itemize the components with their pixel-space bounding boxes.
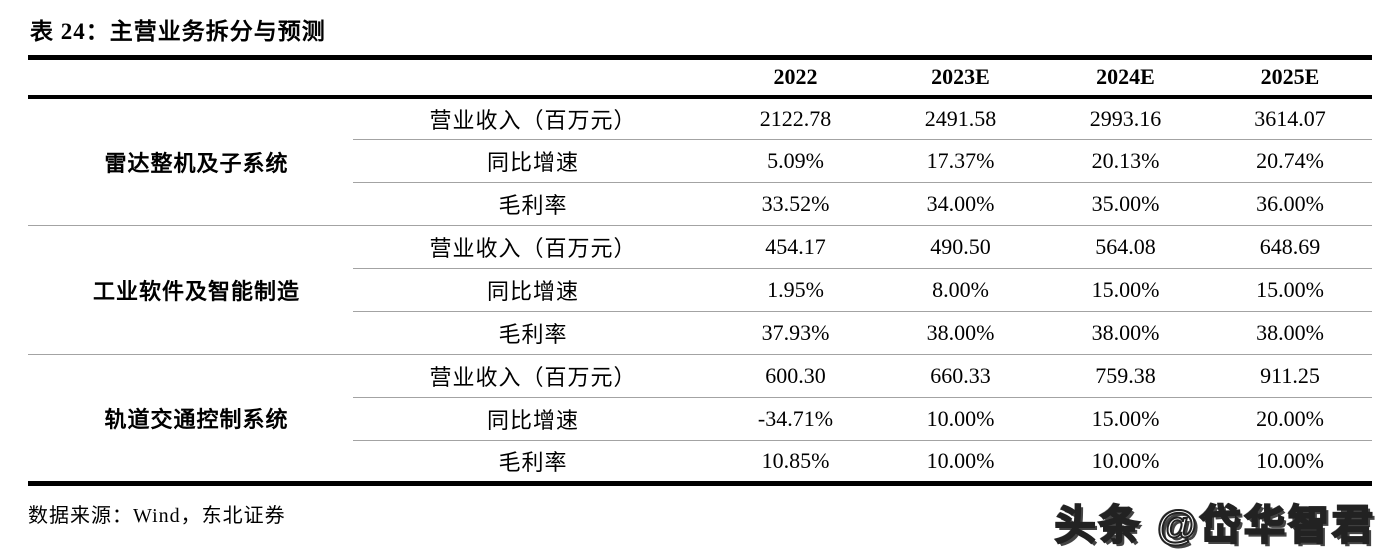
header-empty-metric [353, 57, 713, 99]
cell-value: 8.00% [878, 268, 1043, 312]
cell-value: 20.13% [1043, 139, 1208, 183]
table-row: 毛利率 10.85% 10.00% 10.00% 10.00% [28, 440, 1372, 484]
cell-value: 17.37% [878, 139, 1043, 183]
segment-name-radar: 雷达整机及子系统 [28, 96, 353, 226]
cell-value: 1.95% [713, 268, 878, 312]
metric-label: 同比增速 [353, 139, 713, 183]
cell-value: 15.00% [1208, 268, 1372, 312]
column-header-2022: 2022 [713, 57, 878, 99]
table-row: 毛利率 33.52% 34.00% 35.00% 36.00% [28, 182, 1372, 226]
header-empty-segment [28, 57, 353, 99]
cell-value: 5.09% [713, 139, 878, 183]
column-header-2024e: 2024E [1043, 57, 1208, 99]
metric-label: 同比增速 [353, 268, 713, 312]
metric-label: 毛利率 [353, 440, 713, 484]
cell-value: 38.00% [1208, 311, 1372, 355]
table-row: 雷达整机及子系统 营业收入（百万元） 2122.78 2491.58 2993.… [28, 96, 1372, 226]
cell-value: 10.85% [713, 440, 878, 484]
table-row: 工业软件及智能制造 营业收入（百万元） 454.17 490.50 564.08… [28, 225, 1372, 355]
cell-value: 34.00% [878, 182, 1043, 226]
toutiao-watermark: 头条 @岱华智君 [1054, 501, 1376, 549]
cell-value: 15.00% [1043, 397, 1208, 441]
cell-value: 600.30 [713, 354, 878, 398]
cell-value: 10.00% [878, 397, 1043, 441]
data-source-note: 数据来源：Wind，东北证券 [28, 505, 286, 527]
metric-label: 营业收入（百万元） [353, 225, 713, 269]
cell-value: 10.00% [878, 440, 1043, 484]
cell-value: 490.50 [878, 225, 1043, 269]
cell-value: 2993.16 [1043, 96, 1208, 140]
metric-label: 同比增速 [353, 397, 713, 441]
segment-name-rail-transit: 轨道交通控制系统 [28, 354, 353, 484]
column-header-2025e: 2025E [1208, 57, 1372, 99]
table-row: 同比增速 -34.71% 10.00% 15.00% 20.00% [28, 397, 1372, 441]
table-row: 同比增速 1.95% 8.00% 15.00% 15.00% [28, 268, 1372, 312]
metric-label: 营业收入（百万元） [353, 96, 713, 140]
cell-value: 2122.78 [713, 96, 878, 140]
cell-value: 660.33 [878, 354, 1043, 398]
cell-value: 2491.58 [878, 96, 1043, 140]
cell-value: 10.00% [1043, 440, 1208, 484]
cell-value: 38.00% [1043, 311, 1208, 355]
table-row: 同比增速 5.09% 17.37% 20.13% 20.74% [28, 139, 1372, 183]
cell-value: 33.52% [713, 182, 878, 226]
cell-value: 38.00% [878, 311, 1043, 355]
cell-value: 36.00% [1208, 182, 1372, 226]
table-title: 表 24：主营业务拆分与预测 [30, 19, 326, 44]
cell-value: 15.00% [1043, 268, 1208, 312]
cell-value: 20.74% [1208, 139, 1372, 183]
cell-value: 648.69 [1208, 225, 1372, 269]
header-row: 2022 2023E 2024E 2025E [28, 57, 1372, 99]
cell-value: 35.00% [1043, 182, 1208, 226]
segment-name-industrial-software: 工业软件及智能制造 [28, 225, 353, 355]
cell-value: 10.00% [1208, 440, 1372, 484]
column-header-2023e: 2023E [878, 57, 1043, 99]
cell-value: 37.93% [713, 311, 878, 355]
table-row: 轨道交通控制系统 营业收入（百万元） 600.30 660.33 759.38 … [28, 354, 1372, 484]
cell-value: 454.17 [713, 225, 878, 269]
metric-label: 毛利率 [353, 182, 713, 226]
cell-value: 564.08 [1043, 225, 1208, 269]
cell-value: 3614.07 [1208, 96, 1372, 140]
metric-label: 营业收入（百万元） [353, 354, 713, 398]
cell-value: 20.00% [1208, 397, 1372, 441]
cell-value: 759.38 [1043, 354, 1208, 398]
forecast-table: 2022 2023E 2024E 2025E 雷达整机及子系统 营业收入（百万元… [28, 55, 1372, 486]
cell-value: 911.25 [1208, 354, 1372, 398]
table-row: 毛利率 37.93% 38.00% 38.00% 38.00% [28, 311, 1372, 355]
cell-value: -34.71% [713, 397, 878, 441]
metric-label: 毛利率 [353, 311, 713, 355]
